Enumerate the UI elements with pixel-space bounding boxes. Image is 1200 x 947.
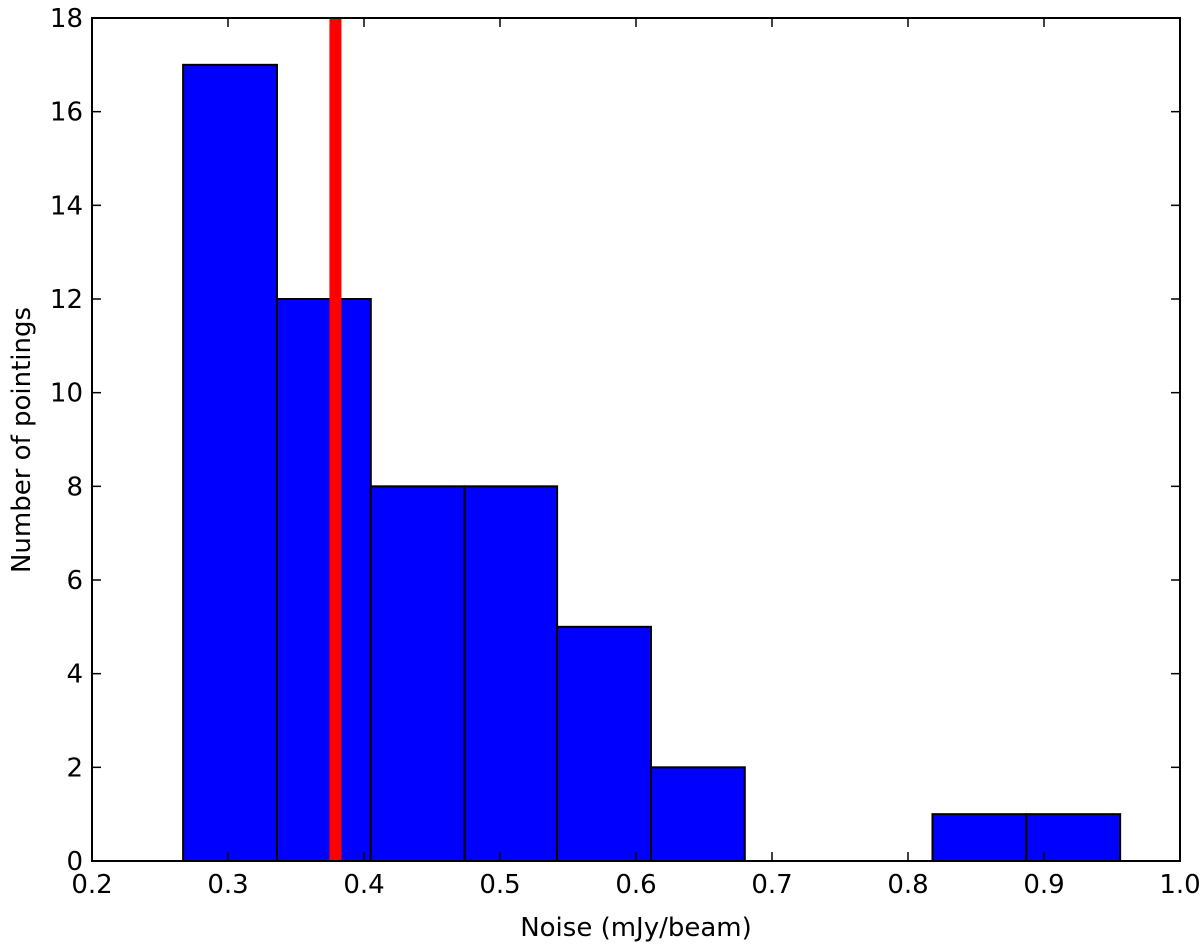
y-tick-label: 4 [66, 660, 83, 690]
y-tick-label: 10 [50, 379, 83, 409]
histogram-bar [275, 298, 372, 862]
histogram-bar [463, 485, 559, 862]
histogram-bar [182, 63, 278, 863]
y-axis-ticks: 0 2 4 6 8 10 12 14 16 18 [50, 4, 1180, 877]
y-tick-label: 16 [50, 98, 83, 128]
histogram-bar [556, 625, 652, 862]
y-tick-label: 12 [50, 285, 83, 315]
y-tick-label: 2 [66, 753, 83, 783]
y-tick-label: 14 [50, 191, 83, 221]
y-tick-label: 0 [66, 847, 83, 877]
histogram-bar [931, 813, 1028, 863]
x-tick-label: 0.2 [71, 870, 112, 900]
x-tick-label: 0.3 [207, 870, 248, 900]
x-tick-label: 0.7 [751, 870, 792, 900]
bars-group [182, 63, 1122, 863]
y-axis-label: Number of pointings [7, 307, 37, 573]
x-tick-label: 0.6 [615, 870, 656, 900]
x-tick-label: 0.4 [343, 870, 384, 900]
y-tick-label: 6 [66, 566, 83, 596]
x-tick-label: 0.8 [887, 870, 928, 900]
x-tick-label: 1.0 [1159, 870, 1200, 900]
histogram-bar [1025, 813, 1122, 863]
x-axis-ticks: 0.2 0.3 0.4 0.5 0.6 0.7 0.8 0.9 1.0 [71, 18, 1200, 900]
x-tick-label: 0.9 [1023, 870, 1064, 900]
histogram-bar [369, 485, 466, 862]
x-axis-label: Noise (mJy/beam) [520, 913, 752, 943]
histogram-bar [649, 766, 746, 862]
y-tick-label: 18 [50, 4, 83, 34]
y-tick-label: 8 [66, 472, 83, 502]
x-tick-label: 0.5 [479, 870, 520, 900]
